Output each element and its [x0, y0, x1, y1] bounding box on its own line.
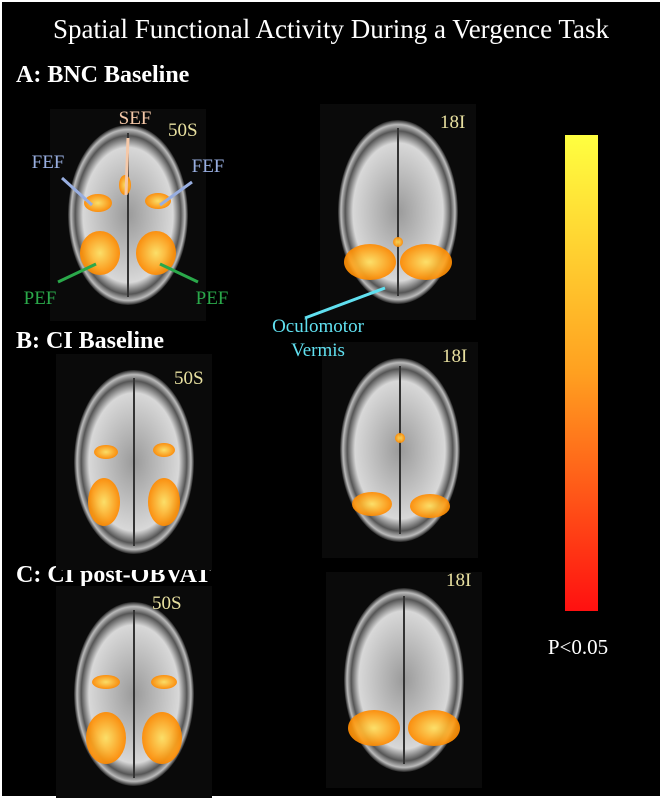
- title: Spatial Functional Activity During a Ver…: [53, 14, 610, 44]
- activation: [142, 712, 182, 764]
- activation: [94, 445, 118, 459]
- activation: [153, 443, 175, 457]
- annotation: PEF: [196, 288, 229, 309]
- activation: [408, 710, 460, 746]
- slice-label: 50S: [168, 120, 198, 141]
- annotation: Oculomotor: [272, 316, 364, 337]
- activation: [400, 244, 452, 280]
- colorbar: [565, 135, 598, 611]
- colorbar-label: P<0.05: [548, 635, 608, 659]
- slice-label: 18I: [446, 570, 471, 591]
- annotation: FEF: [192, 156, 225, 177]
- annotation: SEF: [119, 108, 152, 129]
- activation: [148, 478, 180, 526]
- activation: [88, 478, 120, 526]
- activation: [92, 675, 120, 689]
- panel-label: B: CI Baseline: [16, 328, 164, 354]
- activation: [410, 494, 450, 518]
- annotation: Vermis: [291, 340, 345, 361]
- slice-label: 50S: [152, 593, 182, 614]
- activation: [344, 244, 396, 280]
- annotation: FEF: [32, 152, 65, 173]
- slice-label: 18I: [442, 346, 467, 367]
- activation: [348, 710, 400, 746]
- activation: [395, 433, 405, 443]
- annotation: PEF: [24, 288, 57, 309]
- activation: [86, 712, 126, 764]
- figure: Spatial Functional Activity During a Ver…: [0, 0, 662, 798]
- activation: [352, 492, 392, 516]
- activation: [151, 675, 177, 689]
- panel-label: A: BNC Baseline: [16, 62, 190, 88]
- slice-label: 18I: [440, 112, 465, 133]
- activation: [393, 237, 403, 247]
- slice-label: 50S: [174, 368, 204, 389]
